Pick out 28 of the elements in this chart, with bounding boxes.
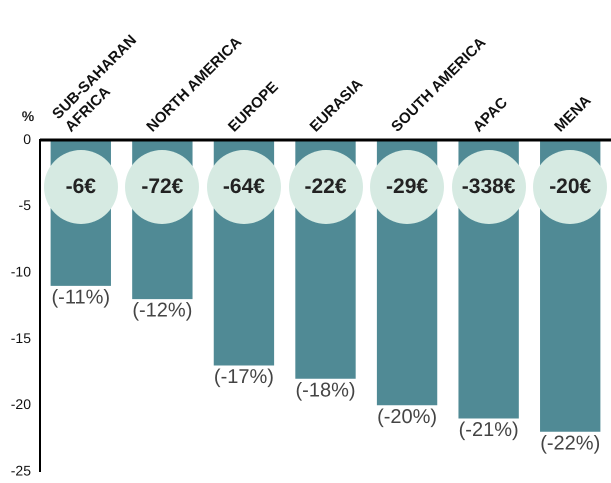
annotation: -29€ [386, 175, 428, 199]
y-tick-label: -10 [10, 264, 32, 280]
circle-badge: -6€ [44, 150, 118, 224]
annotation: -72€ [141, 175, 184, 199]
y-tick-label: -25 [10, 462, 32, 478]
data-label: (-18%) [295, 379, 356, 402]
data-label: (-22%) [540, 432, 600, 454]
data-label: (-11%) [52, 286, 110, 308]
data-label: (-20%) [377, 406, 438, 428]
data-label: (-17%) [214, 366, 274, 388]
circle-badge: -22€ [288, 150, 362, 224]
y-axis-title: % [22, 108, 35, 124]
data-label: (-12%) [132, 300, 192, 322]
annotation: -20€ [549, 175, 592, 199]
annotation: -64€ [222, 175, 265, 199]
circle-badge: -20€ [533, 150, 608, 224]
circle-badge: -64€ [206, 150, 281, 224]
annotation: -338€ [462, 175, 516, 199]
annotation: -6€ [66, 175, 96, 199]
annotation: -22€ [304, 175, 347, 199]
circle-badge: -29€ [370, 150, 444, 224]
y-tick-label: -5 [18, 197, 32, 214]
y-tick-label: 0 [23, 130, 32, 147]
y-tick-label: -15 [10, 330, 32, 346]
data-label: (-21%) [458, 419, 519, 442]
circle-badge: -338€ [452, 150, 526, 224]
circle-badge: -72€ [125, 150, 200, 224]
y-tick-label: -20 [10, 396, 32, 412]
